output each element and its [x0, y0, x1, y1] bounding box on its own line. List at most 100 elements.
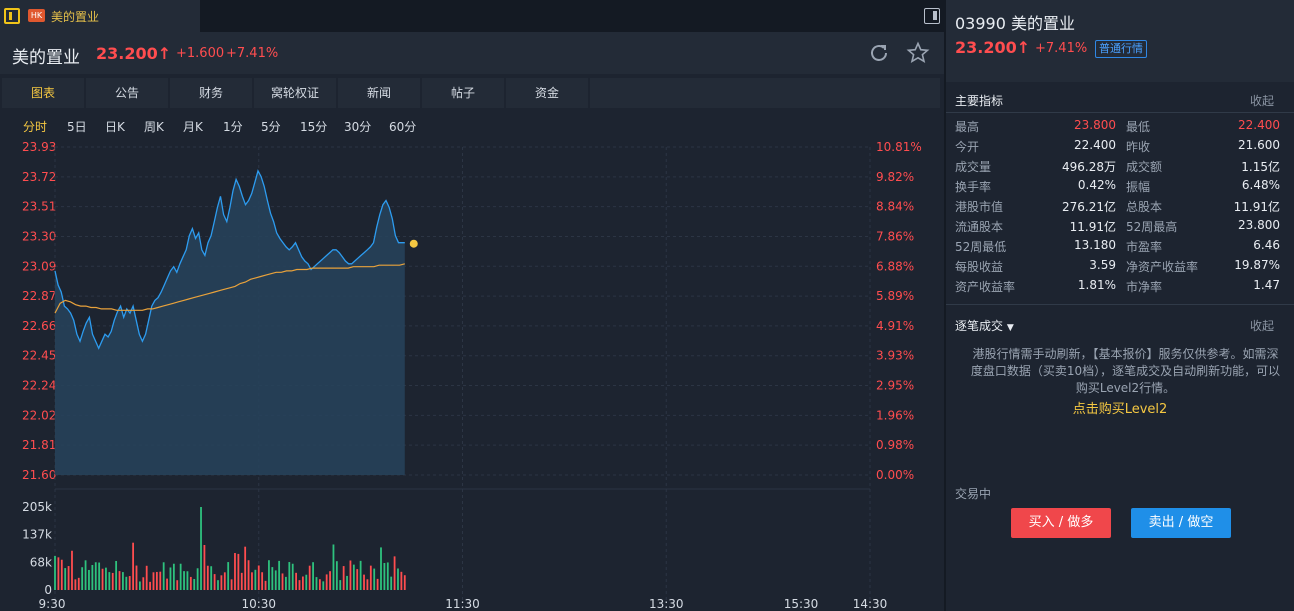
- metric-value: 22.400: [1238, 118, 1280, 132]
- metric-item: 成交额 1.15亿: [1126, 158, 1280, 174]
- volume-bar: [295, 572, 298, 590]
- volume-bar: [84, 560, 87, 590]
- period-intraday[interactable]: 分时: [23, 120, 48, 134]
- volume-bar: [240, 572, 243, 590]
- volume-bar: [172, 563, 175, 590]
- panel-toggle-icon[interactable]: [924, 8, 940, 24]
- buy-level2-link[interactable]: 点击购买Level2: [1072, 402, 1168, 417]
- metric-label: 52周最低: [955, 240, 1007, 254]
- y-tick-label: 21.60: [22, 468, 56, 482]
- volume-bar: [285, 576, 287, 590]
- volume-bar: [251, 572, 253, 590]
- y-tick-label: 22.45: [22, 349, 56, 363]
- divider: [946, 112, 1294, 113]
- metric-item: 52周最低 13.180: [955, 238, 1116, 254]
- volume-bar: [203, 545, 206, 590]
- tab-chart[interactable]: 图表: [2, 78, 84, 108]
- key-metrics-collapse[interactable]: 收起: [1249, 94, 1274, 108]
- period-monthly[interactable]: 月K: [183, 120, 203, 134]
- volume-bar: [278, 560, 281, 590]
- sell-button[interactable]: 卖出 / 做空: [1131, 508, 1231, 538]
- tab-news[interactable]: 新闻: [338, 78, 420, 108]
- star-icon[interactable]: [906, 41, 930, 65]
- buy-button[interactable]: 买入 / 做多: [1011, 508, 1111, 538]
- y-pct-tick-label: 8.84%: [876, 200, 914, 214]
- y-tick-label: 23.72: [22, 170, 56, 184]
- quote-level-badge[interactable]: 普通行情: [1095, 40, 1147, 58]
- volume-bar: [352, 564, 355, 590]
- volume-bar: [88, 569, 90, 590]
- ticks-collapse[interactable]: 收起: [1249, 319, 1274, 333]
- metric-value: 22.400: [1074, 138, 1116, 152]
- volume-bar: [305, 574, 308, 590]
- metric-label: 最低: [1126, 120, 1151, 134]
- volume-bar: [186, 571, 189, 590]
- y-tick-label: 22.87: [22, 289, 56, 303]
- stock-change: +1.600: [176, 46, 225, 61]
- volume-bar: [346, 575, 348, 590]
- metric-item: 流通股本 11.91亿: [955, 218, 1116, 234]
- period-1min[interactable]: 1分: [223, 120, 243, 134]
- stock-price: 23.200↑: [96, 44, 172, 63]
- volume-bar: [403, 575, 406, 590]
- metric-value: 23.800: [1238, 218, 1280, 232]
- intraday-chart[interactable]: 23.93 10.81% 23.72 9.82% 23.51 8.84% 23.30 7.86…: [0, 140, 944, 611]
- volume-bar: [94, 562, 97, 590]
- refresh-icon[interactable]: [868, 42, 890, 64]
- volume-bar: [67, 566, 70, 590]
- volume-bar: [213, 574, 216, 590]
- metric-item: 换手率 0.42%: [955, 178, 1116, 194]
- volume-bar: [189, 576, 192, 590]
- x-tick-label: 9:30: [39, 597, 66, 611]
- volume-bar: [111, 572, 114, 590]
- ticks-title[interactable]: 逐笔成交 ▼: [955, 319, 1014, 333]
- volume-bar: [339, 580, 342, 590]
- volume-bar: [318, 579, 321, 590]
- metric-item: 港股市值 276.21亿: [955, 198, 1116, 214]
- metric-label: 流通股本: [955, 220, 1004, 234]
- y-tick-label: 23.09: [22, 259, 56, 273]
- period-15min[interactable]: 15分: [300, 120, 328, 134]
- period-tabs: 分时 5日 日K 周K 月K 1分 5分 15分 30分 60分: [0, 110, 944, 140]
- volume-bar: [342, 566, 345, 590]
- volume-bar: [105, 567, 107, 590]
- last-price-dot: [409, 239, 418, 248]
- stock-name: 美的置业: [12, 48, 80, 68]
- tab-funds[interactable]: 资金: [506, 78, 588, 108]
- period-5min[interactable]: 5分: [261, 120, 281, 134]
- menu-icon[interactable]: [4, 8, 20, 24]
- volume-bar: [179, 563, 182, 590]
- y-pct-tick-label: 10.81%: [876, 140, 922, 154]
- metric-value: 11.91亿: [1069, 220, 1116, 234]
- period-5day[interactable]: 5日: [67, 120, 87, 134]
- metric-item: 最低 22.400: [1126, 118, 1280, 134]
- y-tick-label: 23.51: [22, 200, 56, 214]
- period-weekly[interactable]: 周K: [144, 120, 164, 134]
- metric-value: 496.28万: [1062, 160, 1116, 174]
- tab-posts[interactable]: 帖子: [422, 78, 504, 108]
- volume-bar: [132, 542, 135, 590]
- stock-tab[interactable]: HK 美的置业: [0, 0, 200, 32]
- period-60min[interactable]: 60分: [389, 120, 417, 134]
- metric-value: 23.800: [1074, 118, 1116, 132]
- metric-value: 0.42%: [1077, 178, 1116, 192]
- y-pct-tick-label: 2.95%: [876, 379, 914, 393]
- tab-finance[interactable]: 财务: [170, 78, 252, 108]
- period-30min[interactable]: 30分: [344, 120, 372, 134]
- period-daily[interactable]: 日K: [105, 120, 125, 134]
- volume-bar: [329, 571, 331, 590]
- volume-bar: [291, 563, 294, 590]
- volume-bar: [128, 576, 131, 590]
- volume-bar: [138, 581, 141, 590]
- tab-announcements[interactable]: 公告: [86, 78, 168, 108]
- y-pct-tick-label: 7.86%: [876, 229, 914, 243]
- volume-bar: [335, 561, 338, 590]
- volume-bar: [217, 580, 219, 590]
- tab-warrants[interactable]: 窝轮权证: [254, 78, 336, 108]
- metric-label: 市净率: [1126, 280, 1163, 294]
- volume-bar: [145, 565, 148, 590]
- y-pct-tick-label: 3.93%: [876, 349, 914, 363]
- trading-status: 交易中: [955, 487, 992, 501]
- volume-bar: [74, 579, 77, 590]
- y-pct-tick-label: 4.91%: [876, 319, 914, 333]
